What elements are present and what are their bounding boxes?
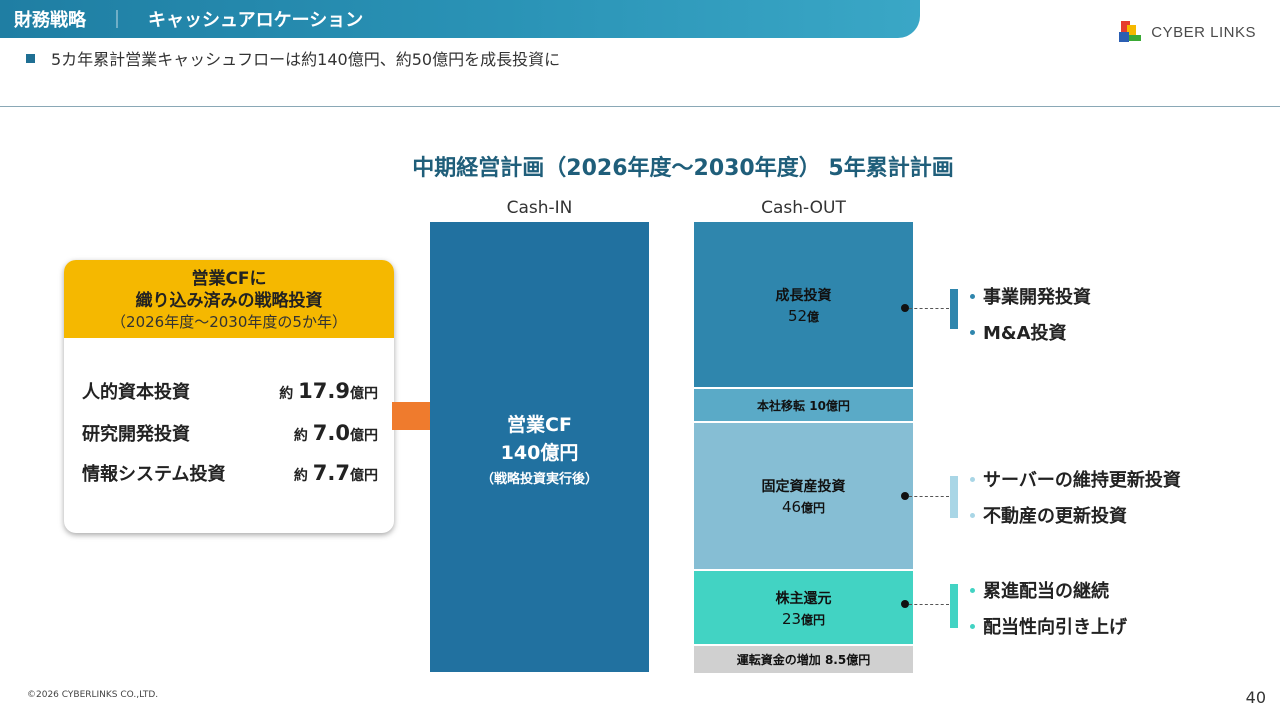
approx-label: 約 (293, 468, 308, 484)
detail-text: M&A投資 (983, 323, 1067, 344)
plan-title: 中期経営計画（2026年度～2030年度） 5年累計計画 (412, 156, 954, 181)
header-band: 財務戦略 ｜ キャッシュアロケーション (0, 0, 920, 38)
segment-value-unit: 億円 (801, 501, 826, 515)
subtitle: 5カ年累計営業キャッシュフローは約140億円、約50億円を成長投資に (26, 46, 560, 70)
amount-unit: 億円 (350, 386, 378, 402)
divider (0, 106, 1280, 107)
card-item-name: 情報システム投資 (82, 464, 226, 485)
copyright: ©2026 CYBERLINKS CO.,LTD. (27, 690, 159, 700)
segment-value: 52億 (788, 307, 819, 325)
cash-out-working-capital-segment: 運転資金の増加 8.5億円 (694, 646, 913, 673)
company-logo: CYBER LINKS (1117, 18, 1256, 46)
bullet-dot-icon (970, 512, 975, 518)
cash-out-fixed-asset-segment: 固定資産投資 46億円 (694, 423, 913, 569)
shareholder-detail-bar (950, 584, 958, 628)
amount-unit: 億円 (350, 468, 378, 484)
amount-value: 17.9 (298, 379, 350, 403)
card-item-human-capital: 人的資本投資 約 17.9億円 (82, 378, 378, 404)
detail-text: サーバーの維持更新投資 (983, 470, 1181, 491)
approx-label: 約 (293, 428, 308, 444)
card-item-rnd: 研究開発投資 約 7.0億円 (82, 420, 378, 446)
cash-in-value: 140億円 (500, 442, 579, 464)
connector-line (909, 308, 949, 309)
amount-value: 7.0 (312, 421, 350, 445)
page-number: 40 (1245, 688, 1266, 707)
cash-out-shareholder-segment: 株主還元 23億円 (694, 571, 913, 644)
subtitle-text: 5カ年累計営業キャッシュフローは約140億円、約50億円を成長投資に (51, 50, 561, 69)
logo-mark-icon (1119, 21, 1142, 42)
card-header: 営業CFに 織り込み済みの戦略投資 （2026年度～2030年度の5か年） (64, 260, 394, 338)
cash-out-growth-segment: 成長投資 52億 (694, 222, 913, 387)
card-heading-period: （2026年度～2030年度の5か年） (111, 313, 347, 331)
card-item-amount: 約 7.7億円 (294, 461, 378, 485)
square-bullet-icon (26, 53, 35, 63)
connector-dot (901, 492, 909, 500)
segment-value: 23億円 (782, 610, 825, 628)
amount-value: 7.7 (312, 461, 350, 485)
segment-value: 46億円 (782, 498, 825, 516)
detail-text: 配当性向引き上げ (983, 617, 1127, 638)
connector-dot (901, 304, 909, 312)
detail-item: M&A投資 (970, 319, 1067, 345)
detail-text: 事業開発投資 (983, 287, 1091, 308)
card-item-amount: 約 17.9億円 (279, 379, 378, 403)
segment-value-unit: 億円 (801, 612, 826, 627)
detail-item: 不動産の更新投資 (970, 502, 1127, 528)
segment-label: 成長投資 (775, 287, 832, 304)
bullet-dot-icon (970, 329, 975, 335)
card-item-name: 研究開発投資 (82, 424, 190, 445)
cash-out-hq-segment: 本社移転 10億円 (694, 389, 913, 421)
segment-value-num: 46 (781, 498, 802, 516)
amount-unit: 億円 (350, 428, 378, 444)
segment-value-num: 52 (787, 306, 808, 325)
cash-in-bar: 営業CF 140億円 （戦略投資実行後） (430, 222, 649, 672)
detail-item: 事業開発投資 (970, 283, 1091, 309)
segment-value-num: 23 (781, 609, 802, 628)
connector-dot (901, 600, 909, 608)
segment-label: 株主還元 (775, 590, 832, 607)
segment-label: 運転資金の増加 8.5億円 (736, 653, 871, 667)
detail-text: 不動産の更新投資 (983, 506, 1127, 527)
strategic-investment-card: 営業CFに 織り込み済みの戦略投資 （2026年度～2030年度の5か年） 人的… (64, 260, 394, 533)
cash-in-note: （戦略投資実行後） (480, 472, 598, 487)
connector-line (909, 496, 949, 497)
segment-value-unit: 億 (807, 309, 820, 324)
segment-label: 固定資産投資 (761, 479, 846, 495)
card-heading-line1: 営業CFに (191, 269, 267, 289)
bullet-dot-icon (970, 587, 975, 593)
logo-text: CYBER LINKS (1151, 23, 1256, 41)
detail-item: サーバーの維持更新投資 (970, 466, 1181, 492)
cash-in-label-text: 営業CF (507, 414, 572, 436)
growth-detail-bar (950, 289, 958, 329)
header-separator: ｜ (108, 10, 126, 31)
section-title: 財務戦略 (14, 10, 86, 31)
fixed-detail-bar (950, 476, 958, 518)
card-heading-line2: 織り込み済みの戦略投資 (135, 291, 323, 311)
segment-label: 本社移転 10億円 (757, 398, 850, 413)
connector-line (909, 604, 949, 605)
bullet-dot-icon (970, 623, 975, 629)
bullet-dot-icon (970, 476, 975, 482)
detail-text: 累進配当の継続 (983, 581, 1109, 602)
card-item-info-system: 情報システム投資 約 7.7億円 (82, 460, 378, 486)
detail-item: 累進配当の継続 (970, 577, 1109, 603)
cash-out-label: Cash-OUT (761, 198, 846, 218)
detail-item: 配当性向引き上げ (970, 613, 1127, 639)
approx-label: 約 (279, 386, 294, 402)
cash-in-label: Cash-IN (506, 198, 573, 218)
card-item-amount: 約 7.0億円 (294, 421, 378, 445)
bullet-dot-icon (970, 293, 975, 299)
card-item-name: 人的資本投資 (82, 382, 190, 403)
page-title: キャッシュアロケーション (148, 10, 364, 31)
